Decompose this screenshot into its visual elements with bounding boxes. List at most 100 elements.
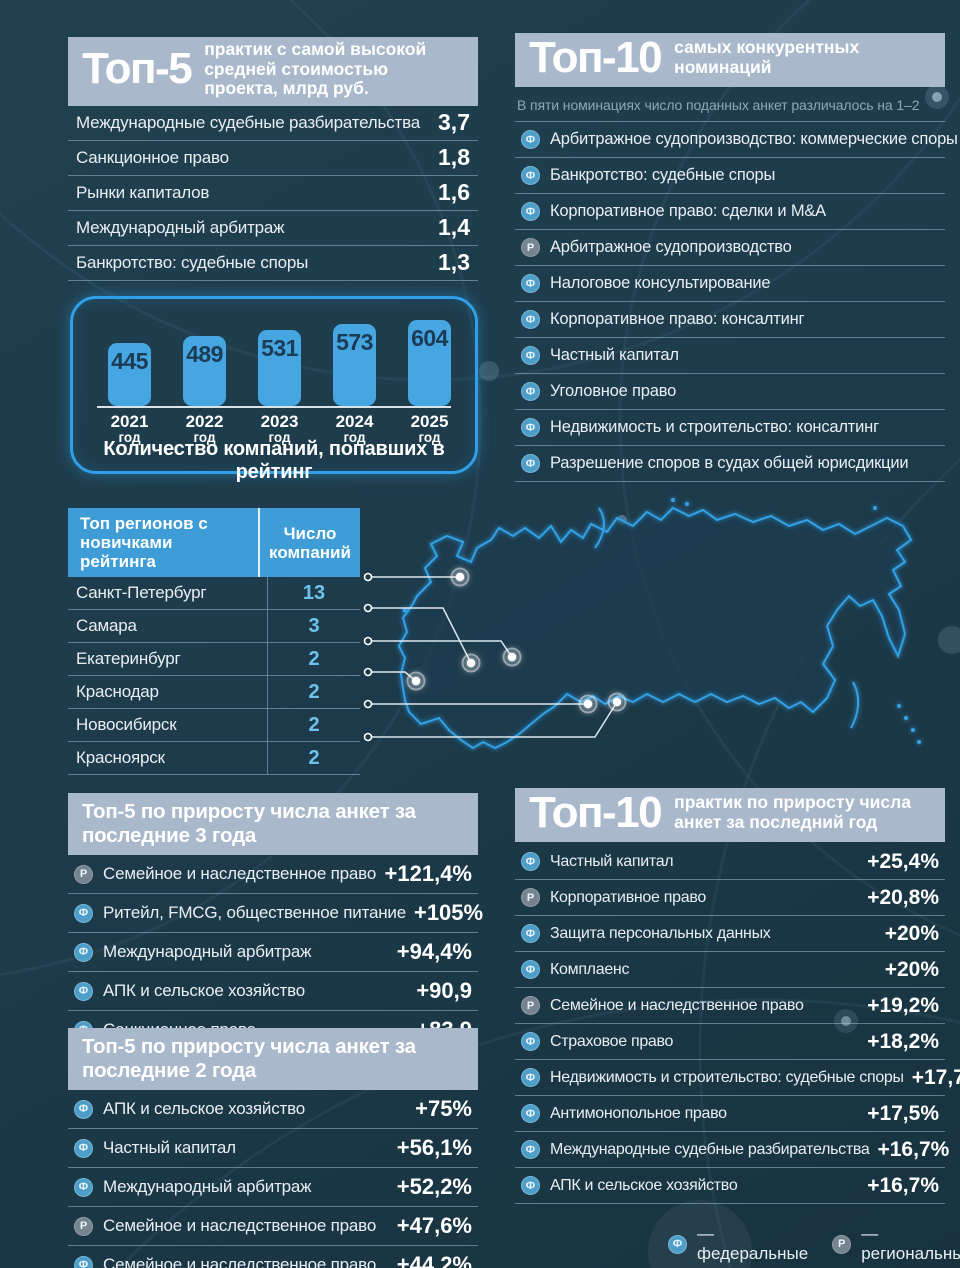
- table-row: Ф Частный капитал: [515, 338, 945, 374]
- federal-badge-icon: Ф: [521, 310, 540, 329]
- row-label: Защита персональных данных: [550, 924, 771, 942]
- row-label: Семейное и наследственное право: [103, 864, 377, 883]
- row-label: АПК и сельское хозяйство: [550, 1176, 738, 1194]
- federal-badge-icon: Ф: [521, 382, 540, 401]
- island-kurils: [904, 716, 908, 720]
- regional-badge-icon: Р: [832, 1234, 852, 1254]
- federal-badge-icon: Ф: [521, 852, 540, 871]
- table-row: Ф Антимонопольное право +17,5%: [515, 1096, 945, 1132]
- bar-value-label: 531: [261, 335, 298, 361]
- table-row: Р Арбитражное судопроизводство: [515, 230, 945, 266]
- row-value: 1,4: [438, 214, 470, 241]
- row-value: 1,8: [438, 144, 470, 171]
- federal-badge-icon: Ф: [521, 1068, 540, 1087]
- row-value: +52,2%: [396, 1174, 472, 1199]
- row-label: Разрешение споров в судах общей юрисдикц…: [550, 454, 909, 472]
- chart-title: Количество компаний, попавших в рейтинг: [103, 438, 445, 483]
- bar-value-label: 604: [411, 325, 448, 351]
- row-value: +16,7%: [867, 1173, 939, 1197]
- row-label: Антимонопольное право: [550, 1104, 727, 1122]
- city-dot-ekaterinburg: [502, 647, 522, 667]
- table-row: Р Семейное и наследственное право +19,2%: [515, 988, 945, 1024]
- row-value: 1,6: [438, 179, 470, 206]
- table-row: Санкционное право 1,8: [68, 141, 478, 176]
- city-markers: [406, 567, 627, 714]
- federal-badge-icon: Ф: [521, 130, 540, 149]
- island-kurils: [911, 728, 915, 732]
- row-label: Корпоративное право: сделки и M&A: [550, 202, 826, 220]
- legend-regional: Р — региональные: [832, 1224, 960, 1264]
- bar-year-number: 2024: [335, 412, 374, 431]
- chart-baseline: [97, 406, 451, 408]
- city-dot-spb: [450, 567, 470, 587]
- row-value: 2: [267, 643, 360, 676]
- table-row: Красноярск 2: [68, 742, 360, 776]
- section-title-big: Топ-10: [529, 788, 663, 837]
- federal-badge-icon: Ф: [521, 274, 540, 293]
- connector-ekaterinburg: [368, 640, 513, 658]
- section-growth-2y: Топ-5 по приросту числа анкет за последн…: [68, 1028, 478, 1268]
- row-label: Ритейл, FMCG, общественное питание: [103, 903, 406, 922]
- regional-badge-icon: Р: [521, 996, 540, 1015]
- bar-year-label: 2024 год: [323, 413, 386, 445]
- decor-arc: [618, 0, 960, 937]
- island-novaya-zemlya: [594, 507, 605, 549]
- row-value: +18,2%: [867, 1029, 939, 1053]
- bar-year-label: 2022 год: [173, 413, 236, 445]
- federal-badge-icon: Ф: [521, 202, 540, 221]
- bar: 604: [408, 320, 451, 406]
- row-label: Арбитражное судопроизводство: коммерческ…: [550, 130, 958, 148]
- table-row: Ф АПК и сельское хозяйство +90,9: [68, 972, 478, 1011]
- row-label: Новосибирск: [76, 715, 177, 735]
- bar-value-label: 445: [111, 348, 148, 374]
- row-value: +17,7%: [911, 1065, 960, 1089]
- decor-glow-dot: [938, 626, 960, 654]
- federal-badge-icon: Ф: [521, 166, 540, 185]
- table-row: Новосибирск 2: [68, 709, 360, 743]
- bar: 573: [333, 324, 376, 406]
- section-top10-nominations: Топ-10 самых конкурентных номинаций В пя…: [515, 33, 958, 482]
- regions-table: Санкт-Петербург 13 Самара 3 Екатеринбург 2 Кра…: [68, 577, 360, 776]
- row-label: Санкционное право: [76, 147, 229, 167]
- row-label: Международные судебные разбирательства: [76, 112, 420, 132]
- table-row: Международные судебные разбирательства 3,…: [68, 106, 478, 141]
- section-top10-growth: Топ-10 практик по приросту числа анкет з…: [515, 788, 960, 1204]
- table-row: Р Семейное и наследственное право +121,4%: [68, 855, 478, 894]
- federal-badge-icon: Ф: [668, 1234, 687, 1254]
- decor-glow-dot: [479, 361, 499, 381]
- table-row: Ф Защита персональных данных +20%: [515, 916, 945, 952]
- nominations-subtitle: В пяти номинациях число поданных анкет р…: [517, 97, 920, 113]
- table-row: Международный арбитраж 1,4: [68, 211, 478, 246]
- federal-badge-icon: Ф: [521, 418, 540, 437]
- federal-badge-icon: Ф: [74, 942, 93, 962]
- island-wrangel: [873, 506, 877, 510]
- federal-badge-icon: Ф: [521, 1032, 540, 1051]
- top10-growth-header: Топ-10 практик по приросту числа анкет з…: [515, 788, 945, 842]
- table-row: Ф АПК и сельское хозяйство +16,7%: [515, 1168, 945, 1204]
- regional-badge-icon: Р: [74, 864, 93, 884]
- row-label: Банкротство: судебные споры: [76, 252, 309, 272]
- row-label: Корпоративное право: консалтинг: [550, 310, 805, 328]
- federal-badge-icon: Ф: [74, 1138, 93, 1158]
- row-value: +19,2%: [867, 993, 939, 1017]
- connector-krasnodar: [368, 671, 417, 682]
- row-label: Недвижимость и строительство: консалтинг: [550, 418, 879, 436]
- row-value: +44,2%: [396, 1252, 472, 1268]
- table-row: Ф Банкротство: судебные споры: [515, 158, 945, 194]
- growth-2y-header: Топ-5 по приросту числа анкет за последн…: [68, 1028, 478, 1090]
- legend-regional-label: — региональные: [861, 1224, 960, 1263]
- row-label: Семейное и наследственное право: [103, 1255, 377, 1268]
- table-row: Ф Корпоративное право: консалтинг: [515, 302, 945, 338]
- table-row: Рынки капиталов 1,6: [68, 176, 478, 211]
- connector-port: [363, 732, 373, 742]
- island-arctic: [671, 498, 675, 502]
- row-value: +17,5%: [867, 1101, 939, 1125]
- top5-cost-table: Международные судебные разбирательства 3,…: [68, 106, 478, 281]
- top5-cost-header: Топ-5 практик с самой высокой средней ст…: [68, 37, 478, 106]
- row-label: Арбитражное судопроизводство: [550, 238, 792, 256]
- table-row: Ф Уголовное право: [515, 374, 945, 410]
- map-connectors: [363, 572, 618, 742]
- table-row: Ф Страховое право +18,2%: [515, 1024, 945, 1060]
- island-kurils: [897, 704, 901, 708]
- decor-arc: [0, 0, 482, 976]
